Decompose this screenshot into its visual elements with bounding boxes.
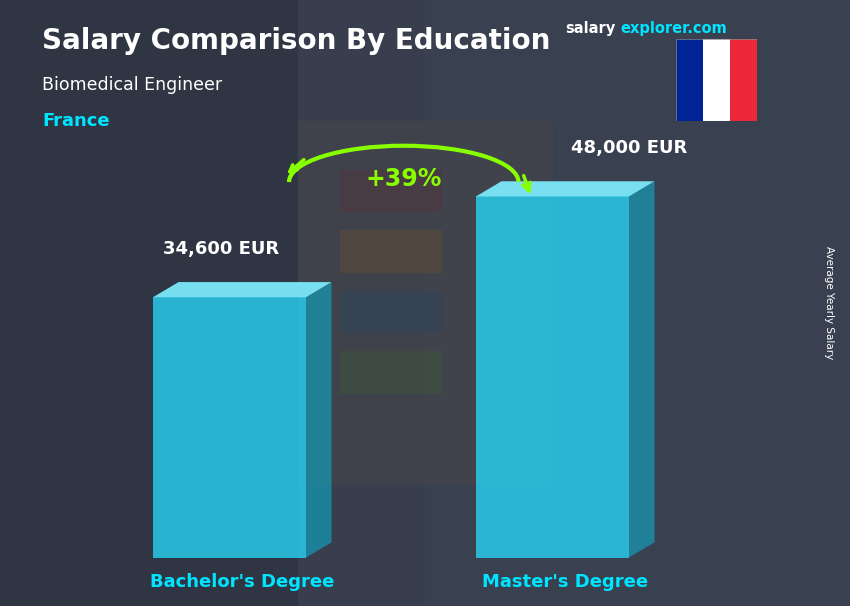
Text: 34,600 EUR: 34,600 EUR [163, 240, 279, 258]
Text: salary: salary [565, 21, 615, 36]
Polygon shape [153, 297, 306, 558]
Bar [703, 39, 729, 121]
Polygon shape [153, 282, 332, 297]
Polygon shape [476, 181, 654, 196]
Text: Master's Degree: Master's Degree [482, 573, 649, 591]
Text: Average Yearly Salary: Average Yearly Salary [824, 247, 834, 359]
Bar [340, 170, 442, 212]
Bar [0, 0, 298, 606]
Polygon shape [629, 181, 654, 558]
Text: +39%: +39% [366, 167, 442, 191]
Bar [340, 291, 442, 333]
Bar [340, 351, 442, 394]
Text: Bachelor's Degree: Bachelor's Degree [150, 573, 334, 591]
Bar [298, 121, 552, 485]
Text: France: France [42, 112, 110, 130]
Bar [425, 0, 850, 606]
Bar [729, 39, 756, 121]
Polygon shape [476, 196, 629, 558]
Text: Biomedical Engineer: Biomedical Engineer [42, 76, 223, 94]
Bar [340, 230, 442, 273]
Text: 48,000 EUR: 48,000 EUR [571, 139, 687, 157]
Polygon shape [306, 282, 332, 558]
Text: explorer.com: explorer.com [620, 21, 728, 36]
Text: Salary Comparison By Education: Salary Comparison By Education [42, 27, 551, 55]
Bar [676, 39, 703, 121]
